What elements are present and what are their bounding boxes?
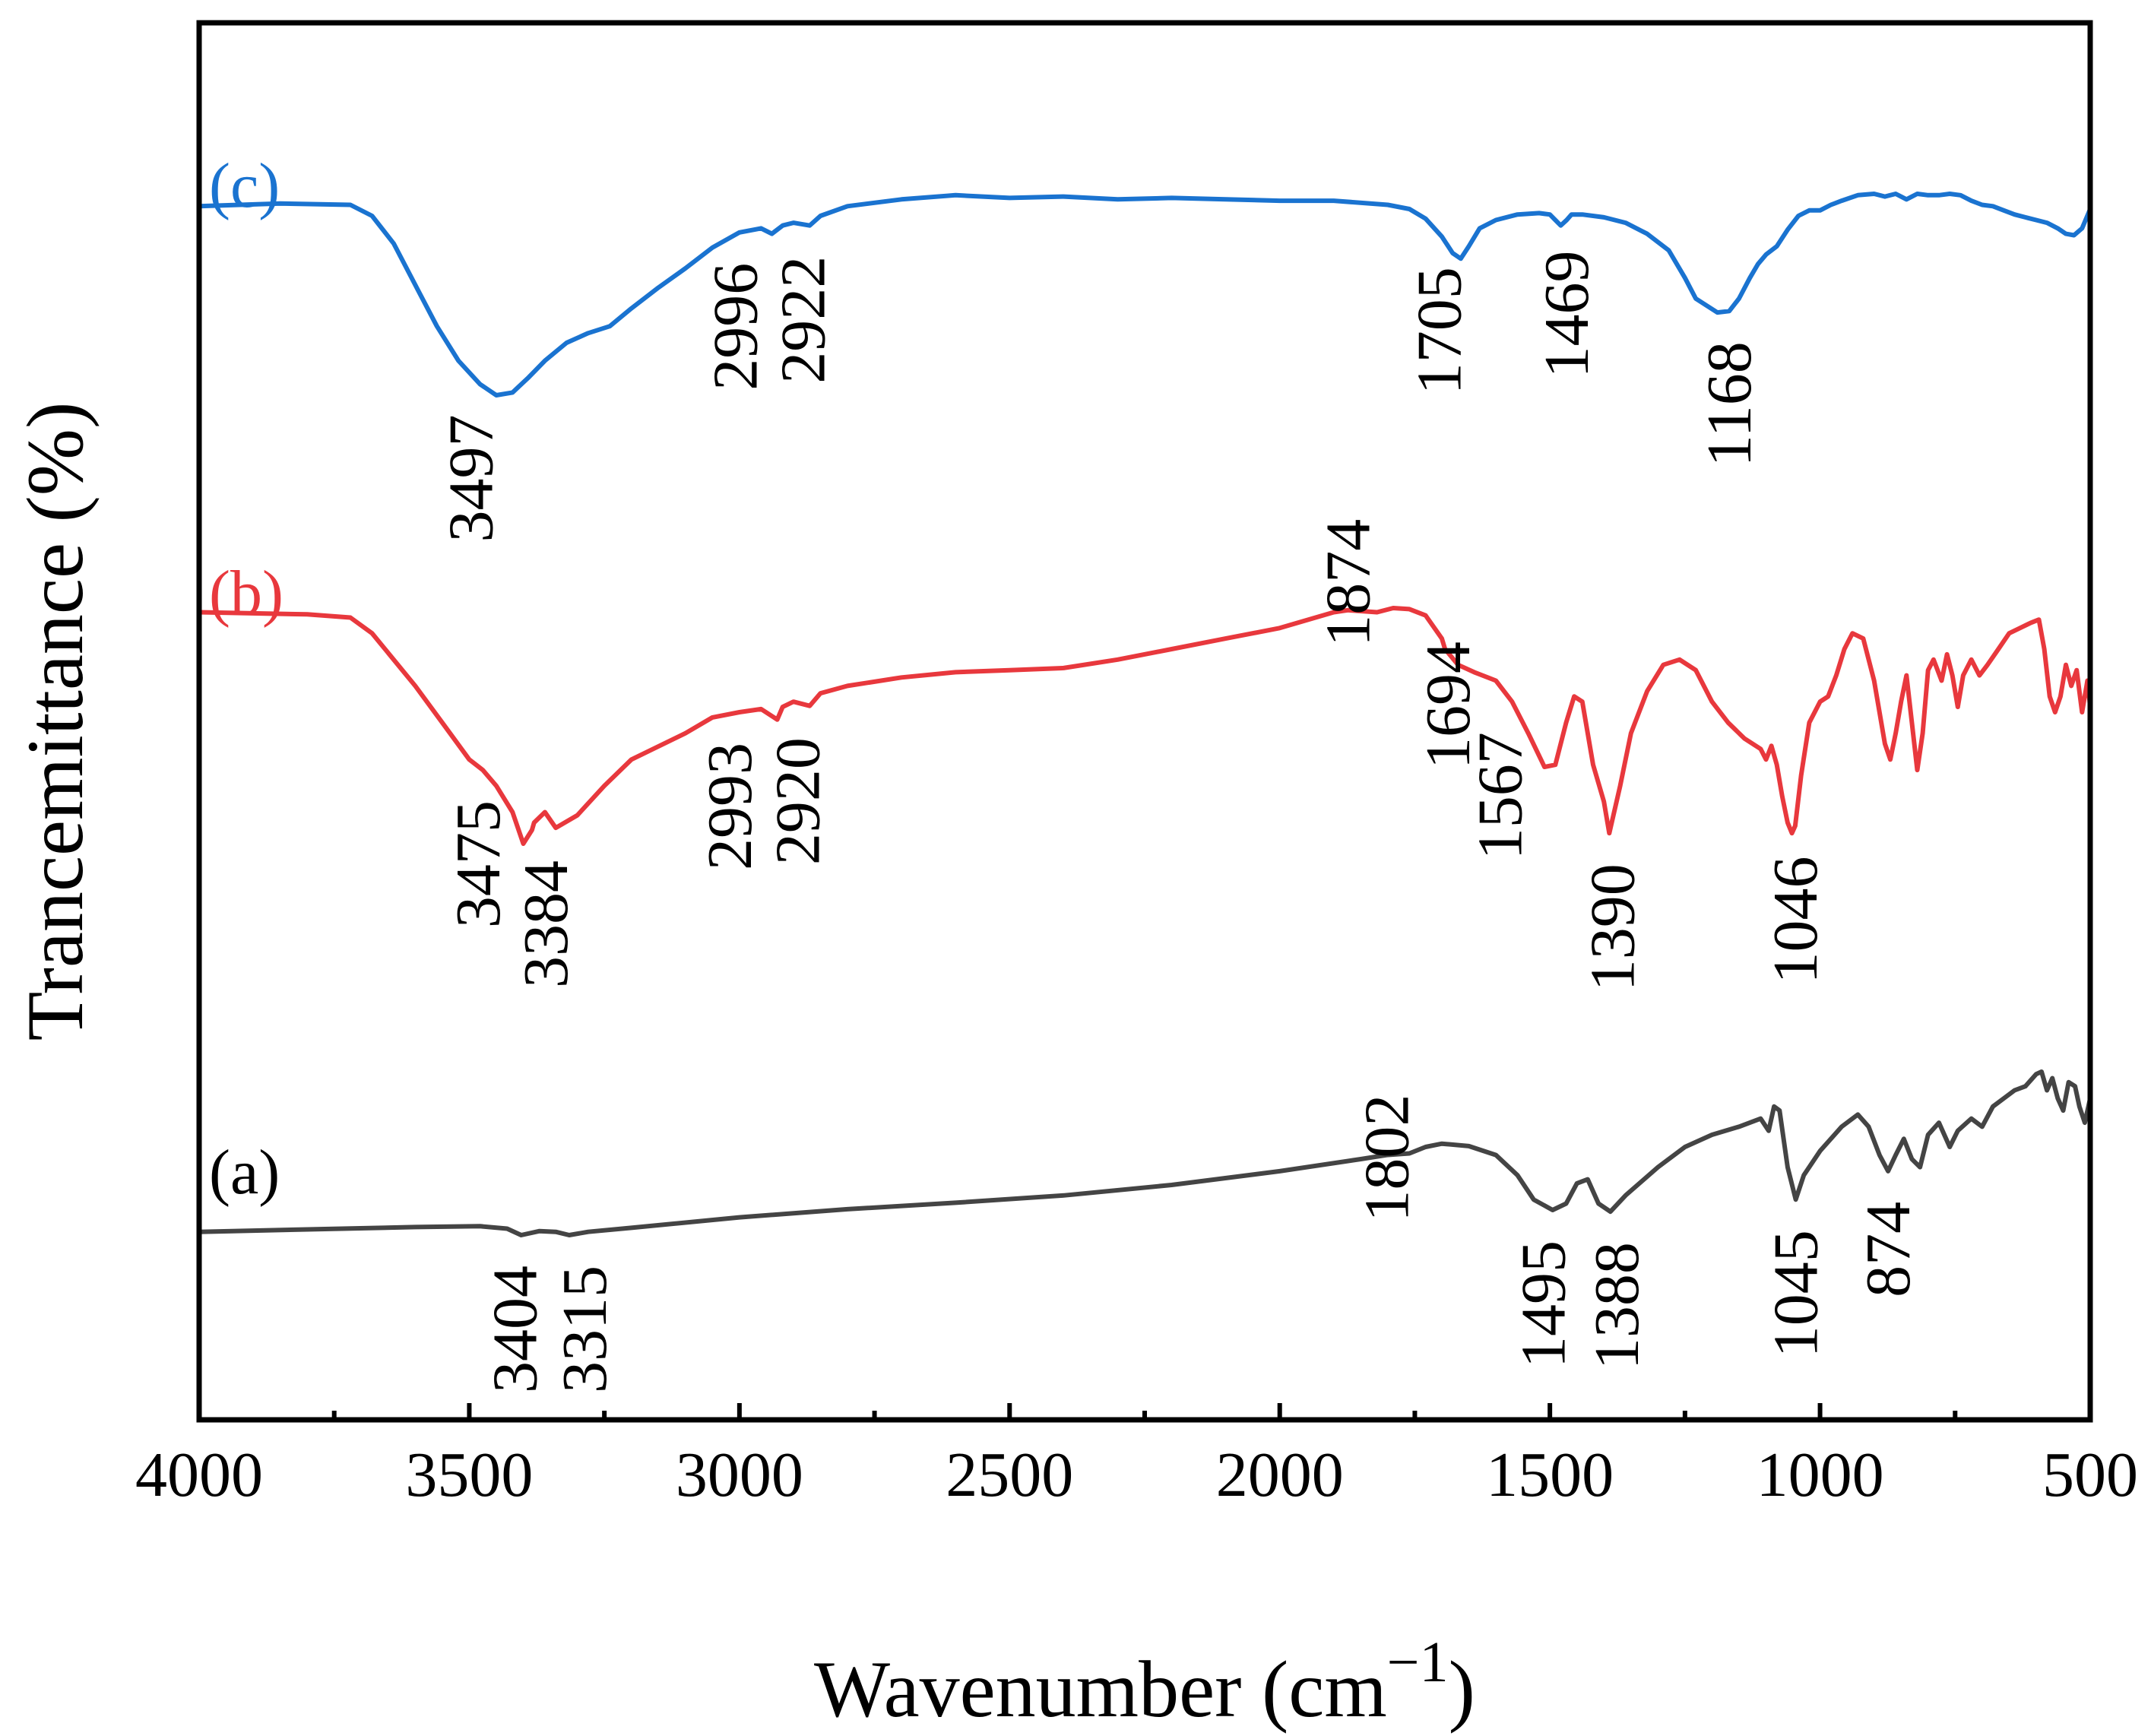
x-tick-label: 4000 [135, 1440, 263, 1510]
x-axis-title-main: Wavenumber (cm [814, 1645, 1387, 1734]
x-tick-label: 1500 [1486, 1440, 1614, 1510]
peak-label-2922: 2922 [768, 256, 838, 384]
peak-label-1046: 1046 [1760, 857, 1831, 984]
series-line-a [197, 1069, 2092, 1237]
peak-label-1495: 1495 [1509, 1240, 1579, 1368]
x-tick-label: 3500 [405, 1440, 533, 1510]
peak-label-1567: 1567 [1465, 732, 1536, 860]
x-tick-label: 1000 [1757, 1440, 1884, 1510]
peak-label-2920: 2920 [763, 737, 834, 865]
x-tick-label: 2500 [946, 1440, 1073, 1510]
series-label-a: (a) [209, 1137, 280, 1208]
peak-label-1388: 1388 [1582, 1242, 1652, 1370]
series-line-c [197, 192, 2092, 398]
peak-label-3475: 3475 [443, 800, 514, 928]
x-axis-title-close: ) [1449, 1645, 1475, 1734]
peak-label-1469: 1469 [1532, 251, 1602, 379]
peak-label-2993: 2993 [695, 743, 765, 870]
peak-label-1168: 1168 [1694, 341, 1765, 467]
peak-label-1705: 1705 [1404, 267, 1475, 394]
y-axis-title: Trancemittance (%) [11, 402, 100, 1041]
peak-label-3384: 3384 [511, 860, 581, 988]
series-label-c: (c) [209, 150, 280, 221]
series-label-layer: (a) (b) (c) [209, 150, 284, 1208]
peak-label-3404: 3404 [480, 1266, 551, 1393]
peak-label-1694: 1694 [1413, 641, 1484, 769]
x-axis-title: Wavenumber (cm−1) [814, 1630, 1475, 1734]
x-axis-ticks: 4000 3500 3000 2500 2000 1500 1000 500 [135, 1403, 2138, 1510]
x-tick-label: 2000 [1216, 1440, 1344, 1510]
peak-label-2996: 2996 [701, 263, 771, 391]
peak-label-3497: 3497 [436, 415, 507, 543]
peak-label-874: 874 [1853, 1202, 1924, 1297]
peak-label-1802: 1802 [1352, 1095, 1423, 1222]
peak-label-3315: 3315 [550, 1266, 620, 1393]
series-line-b [197, 606, 2092, 846]
series-layer [197, 192, 2092, 1237]
x-tick-label: 500 [2042, 1440, 2138, 1510]
x-tick-label: 3000 [676, 1440, 803, 1510]
peak-label-1874: 1874 [1313, 519, 1383, 647]
peak-label-1390: 1390 [1577, 863, 1648, 991]
series-label-b: (b) [209, 558, 284, 629]
x-axis-title-superscript: −1 [1387, 1630, 1449, 1694]
peak-label-1045: 1045 [1761, 1230, 1832, 1357]
